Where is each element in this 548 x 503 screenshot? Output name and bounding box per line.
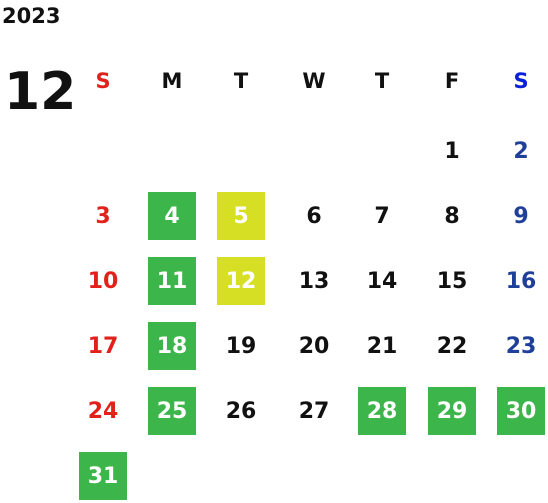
- weekday: F: [444, 69, 460, 93]
- highlighted-day: 28: [358, 387, 406, 435]
- day: 3: [95, 203, 111, 229]
- highlighted-day: 30: [497, 387, 545, 435]
- day: 19: [225, 333, 257, 359]
- day: 9: [513, 203, 529, 229]
- day: 27: [298, 398, 330, 424]
- day: 24: [87, 398, 119, 424]
- highlighted-day: 18: [148, 322, 196, 370]
- weekday: T: [374, 69, 390, 93]
- day: 15: [436, 268, 468, 294]
- highlighted-day: 5: [217, 192, 265, 240]
- highlighted-day: 11: [148, 257, 196, 305]
- day: 6: [306, 203, 322, 229]
- day: 2: [513, 138, 529, 164]
- day: 8: [444, 203, 460, 229]
- day: 23: [505, 333, 537, 359]
- weekday: S: [513, 69, 529, 93]
- weekday: M: [161, 69, 183, 93]
- highlighted-day: 31: [79, 452, 127, 500]
- highlighted-day: 25: [148, 387, 196, 435]
- day: 1: [444, 138, 460, 164]
- day: 7: [374, 203, 390, 229]
- day: 10: [87, 268, 119, 294]
- highlighted-day: 12: [217, 257, 265, 305]
- day: 17: [87, 333, 119, 359]
- day: 13: [298, 268, 330, 294]
- weekday: S: [95, 69, 111, 93]
- day: 22: [436, 333, 468, 359]
- month: 12: [4, 62, 77, 122]
- highlighted-day: 29: [428, 387, 476, 435]
- day: 14: [366, 268, 398, 294]
- day: 20: [298, 333, 330, 359]
- year: 2023: [2, 4, 61, 28]
- day: 16: [505, 268, 537, 294]
- weekday: T: [233, 69, 249, 93]
- weekday: W: [302, 69, 326, 93]
- highlighted-day: 4: [148, 192, 196, 240]
- day: 26: [225, 398, 257, 424]
- day: 21: [366, 333, 398, 359]
